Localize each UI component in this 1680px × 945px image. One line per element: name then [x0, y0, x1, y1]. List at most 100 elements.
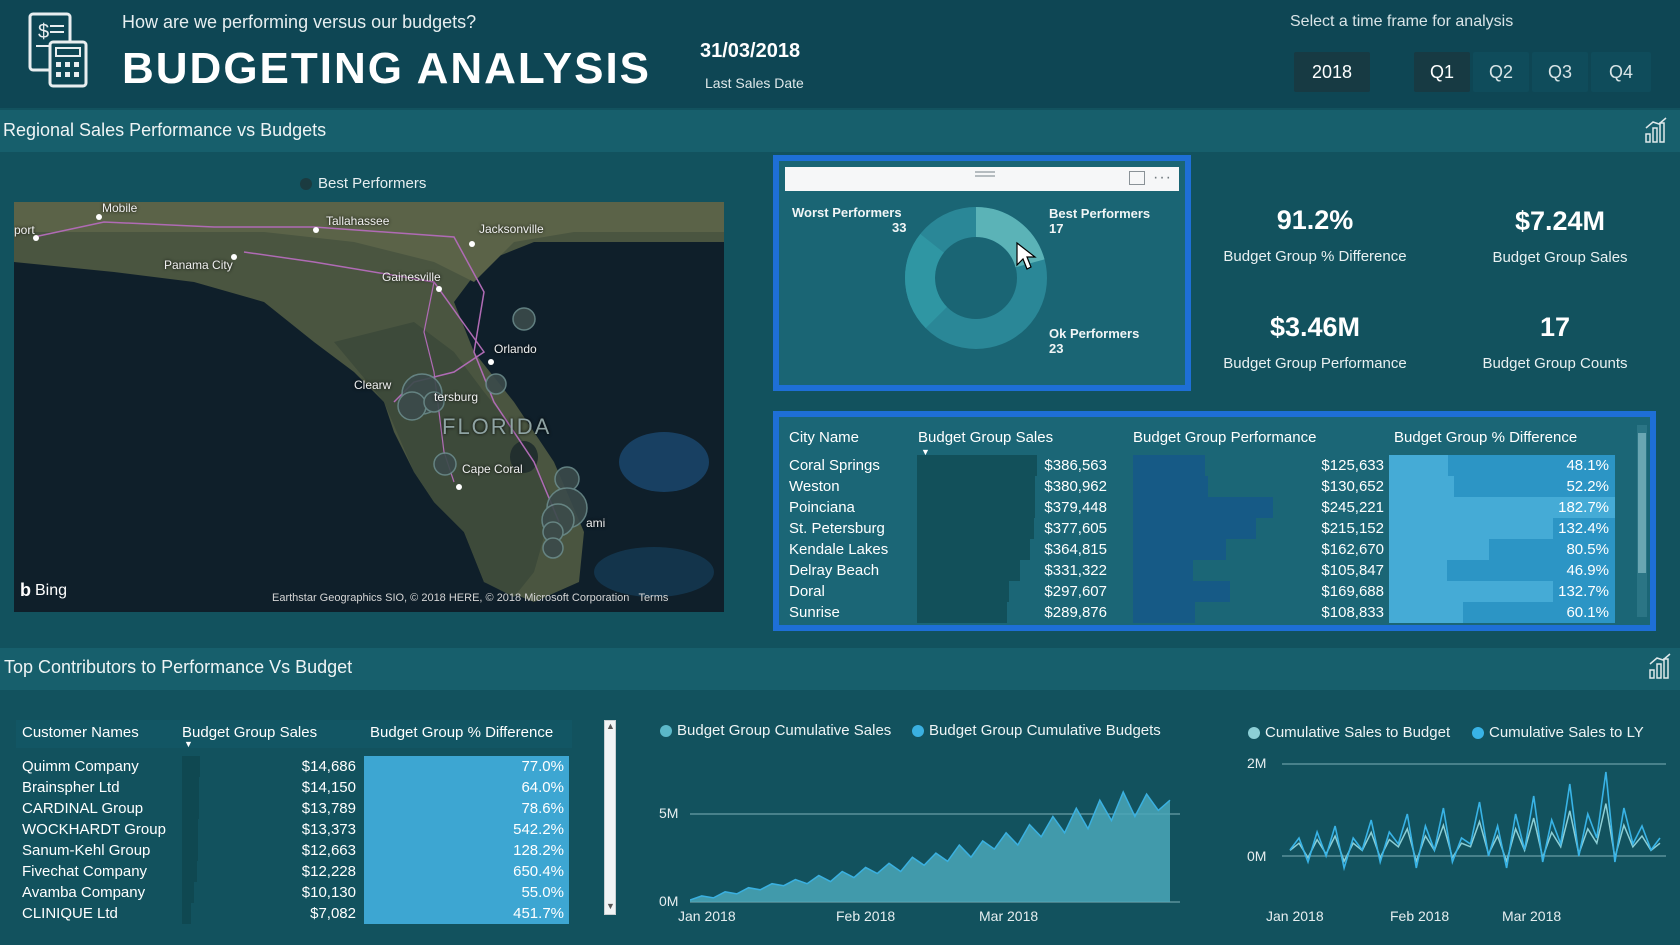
performance-databar [1133, 455, 1205, 476]
q3-button[interactable]: Q3 [1532, 52, 1588, 92]
donut-ok-slice[interactable] [905, 207, 1047, 349]
pct-value: 60.1% [1566, 604, 1609, 621]
sales-value: $379,448 [1044, 499, 1107, 516]
pct-cell [364, 861, 569, 882]
sort-desc-icon[interactable]: ▼ [921, 447, 930, 457]
col-budget-group-performance[interactable]: Budget Group Performance [1133, 429, 1317, 446]
pct-cell [364, 840, 569, 861]
sales-value: $364,815 [1044, 541, 1107, 558]
q2-button[interactable]: Q2 [1473, 52, 1529, 92]
cust-table-scrollbar[interactable]: ▲ ▼ [604, 720, 616, 915]
kpi-pct-diff-label: Budget Group % Difference [1223, 248, 1407, 265]
pct-databar [1389, 581, 1554, 602]
city-table-scrollbar[interactable] [1637, 425, 1647, 617]
chart1-legend-1-label: Budget Group Cumulative Sales [677, 722, 892, 739]
city-name: Sunrise [789, 604, 840, 621]
pct-cell [364, 798, 569, 819]
chart1-ytick-5m: 5M [659, 805, 679, 821]
legend-dot [912, 724, 924, 737]
table-row[interactable]: Fivechat Company $12,228 650.4% [16, 861, 572, 882]
city-performance-table[interactable]: City Name Budget Group Sales ▼ Budget Gr… [773, 411, 1656, 631]
sales-value: $14,150 [301, 779, 356, 796]
map-terms-link[interactable]: Terms [638, 592, 669, 604]
sales-databar [917, 581, 1010, 602]
col-budget-group-pct-diff[interactable]: Budget Group % Difference [1394, 429, 1578, 446]
pct-value: 77.0% [521, 758, 564, 775]
pct-cell [364, 777, 569, 798]
table-row[interactable]: St. Petersburg $377,605 $215,152 132.4% [779, 518, 1629, 539]
col-city-name[interactable]: City Name [789, 429, 860, 446]
city-name: St. Petersburg [789, 520, 885, 537]
section-contributors-band [0, 648, 1680, 690]
col-customer-names[interactable]: Customer Names [22, 724, 139, 741]
legend-dot [1248, 726, 1260, 739]
q4-button[interactable]: Q4 [1591, 52, 1651, 92]
map-copyright: Earthstar Geographics SIO, © 2018 HERE, … [272, 592, 668, 604]
table-row[interactable]: CARDINAL Group $13,789 78.6% [16, 798, 572, 819]
chart2-budget-line [1289, 803, 1661, 864]
chart2-legend-1-label: Cumulative Sales to Budget [1265, 724, 1451, 741]
focus-mode-icon[interactable] [1129, 171, 1145, 185]
scroll-down-icon[interactable]: ▼ [606, 901, 615, 911]
performance-databar [1133, 539, 1226, 560]
sales-value: $297,607 [1044, 583, 1107, 600]
col-cust-sales[interactable]: Budget Group Sales [182, 724, 318, 741]
header-subtitle: How are we performing versus our budgets… [122, 12, 477, 32]
bar-chart-icon[interactable] [1648, 652, 1674, 680]
pct-value: 48.1% [1566, 457, 1609, 474]
table-row[interactable]: Delray Beach $331,322 $105,847 46.9% [779, 560, 1629, 581]
cumulative-sales-to-budget-chart[interactable] [1282, 760, 1666, 900]
performance-value: $105,847 [1321, 562, 1384, 579]
kpi-performance-label: Budget Group Performance [1223, 355, 1407, 372]
drag-handle-icon[interactable] [975, 171, 995, 173]
table-row[interactable]: Kendale Lakes $364,815 $162,670 80.5% [779, 539, 1629, 560]
q1-button[interactable]: Q1 [1414, 52, 1470, 92]
table-row[interactable]: WOCKHARDT Group $13,373 542.2% [16, 819, 572, 840]
map-city-gainesville: Gainesville [382, 270, 441, 284]
cumulative-sales-chart[interactable] [690, 780, 1180, 905]
table-row[interactable]: Sanum-Kehl Group $12,663 128.2% [16, 840, 572, 861]
customer-name: Fivechat Company [22, 863, 148, 880]
last-sales-date-label: Last Sales Date [705, 75, 804, 91]
table-row[interactable]: Coral Springs $386,563 $125,633 48.1% [779, 455, 1629, 476]
florida-map[interactable]: Mobile Tallahassee Jacksonville Panama C… [14, 202, 724, 612]
performance-donut-card[interactable]: ··· Worst Performers 33 Best Performers 17… [773, 155, 1191, 391]
city-name: Weston [789, 478, 840, 495]
performance-donut-chart[interactable] [903, 205, 1049, 351]
sales-value: $12,663 [301, 842, 356, 859]
city-name: Doral [789, 583, 825, 600]
map-city-jacksonville: Jacksonville [479, 222, 544, 236]
scroll-up-icon[interactable]: ▲ [606, 721, 615, 731]
donut-best-slice[interactable] [905, 207, 1047, 349]
section-regional-title: Regional Sales Performance vs Budgets [3, 120, 327, 140]
col-cust-pct-diff[interactable]: Budget Group % Difference [370, 724, 554, 741]
chart2-legend-2-label: Cumulative Sales to LY [1489, 724, 1644, 741]
table-row[interactable]: Weston $380,962 $130,652 52.2% [779, 476, 1629, 497]
map-canvas [14, 202, 724, 612]
table-row[interactable]: Poinciana $379,448 $245,221 182.7% [779, 497, 1629, 518]
col-budget-group-sales[interactable]: Budget Group Sales [918, 429, 1054, 446]
city-scroll-thumb[interactable] [1638, 433, 1646, 573]
chart1-legend-1: Budget Group Cumulative Sales [660, 722, 891, 739]
table-row[interactable]: Sunrise $289,876 $108,833 60.1% [779, 602, 1629, 623]
more-options-icon[interactable]: ··· [1153, 169, 1172, 186]
sales-databar [182, 861, 197, 882]
bar-chart-icon[interactable] [1644, 116, 1670, 144]
sales-value: $13,373 [301, 821, 356, 838]
pct-value: 55.0% [521, 884, 564, 901]
table-row[interactable]: Brainspher Ltd $14,150 64.0% [16, 777, 572, 798]
sales-databar [917, 518, 1035, 539]
sort-desc-icon[interactable]: ▼ [184, 739, 193, 749]
sales-databar [182, 756, 200, 777]
kpi-sales-label: Budget Group Sales [1492, 249, 1628, 266]
year-2018-button[interactable]: 2018 [1294, 52, 1370, 92]
performance-value: $162,670 [1321, 541, 1384, 558]
table-row[interactable]: Avamba Company $10,130 55.0% [16, 882, 572, 903]
map-city-port: port [14, 223, 35, 237]
customer-name: Avamba Company [22, 884, 146, 901]
chart2-ly-line [1289, 771, 1661, 872]
table-row[interactable]: Quimm Company $14,686 77.0% [16, 756, 572, 777]
customer-table[interactable]: Quimm Company $14,686 77.0% Brainspher Ltd $… [16, 748, 572, 926]
table-row[interactable]: CLINIQUE Ltd $7,082 451.7% [16, 903, 572, 924]
table-row[interactable]: Doral $297,607 $169,688 132.7% [779, 581, 1629, 602]
